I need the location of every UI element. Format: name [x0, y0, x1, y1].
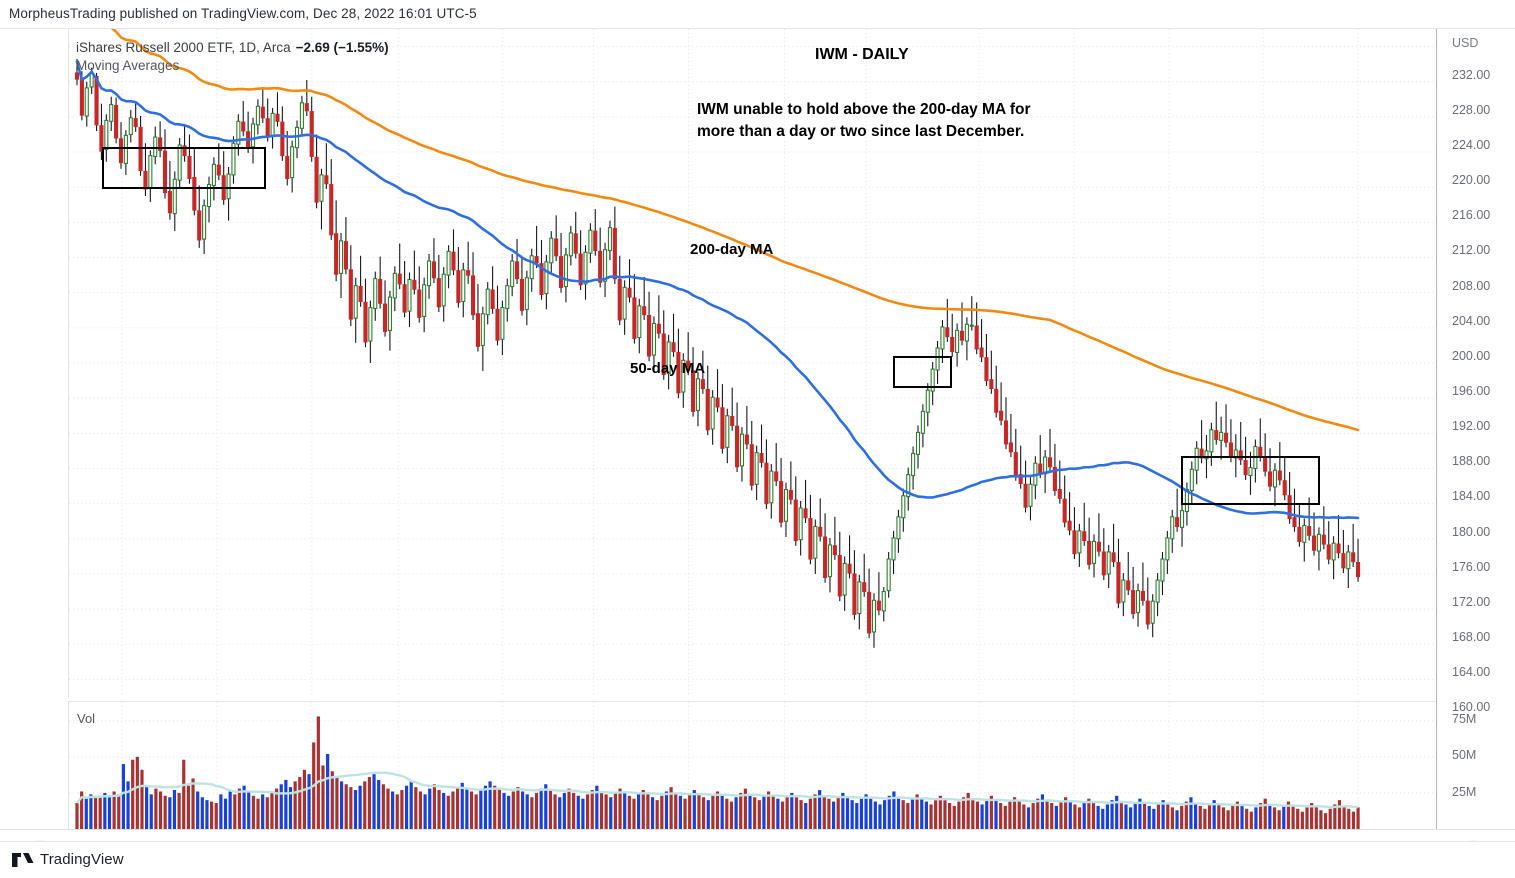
price-axis-tick: 172.00: [1452, 594, 1491, 609]
price-axis-tick: 204.00: [1452, 313, 1491, 328]
price-axis-tick: 212.00: [1452, 243, 1491, 258]
chart-frame: iShares Russell 2000 ETF, 1D, Arca −2.69 …: [0, 29, 1515, 870]
volume-plot: [69, 702, 1436, 829]
tradingview-logo-icon: [12, 853, 34, 867]
ma50-label-annotation: 50-day MA: [630, 360, 706, 377]
volume-axis-tick: 25M: [1452, 784, 1477, 799]
price-axis-tick: 160.00: [1452, 700, 1491, 715]
price-axis-tick: 184.00: [1452, 489, 1491, 504]
highlight-box-annotation: [102, 147, 266, 189]
price-axis-tick: 164.00: [1452, 665, 1491, 680]
publisher-text: MorpheusTrading published on TradingView…: [9, 6, 477, 21]
price-axis-tick: 216.00: [1452, 208, 1491, 223]
chart-note-line-1: IWM unable to hold above the 200-day MA …: [697, 101, 1031, 118]
price-axis-tick: 220.00: [1452, 173, 1491, 188]
highlight-box-annotation: [893, 356, 952, 388]
footer-bar: TradingView: [0, 841, 1515, 878]
volume-axis-tick: 50M: [1452, 748, 1477, 763]
chart-note-annotation: IWM unable to hold above the 200-day MA …: [697, 99, 1031, 143]
price-axis-tick: 168.00: [1452, 630, 1491, 645]
volume-pane[interactable]: Vol: [68, 701, 1436, 829]
price-axis-tick: 180.00: [1452, 524, 1491, 539]
price-axis-currency: USD: [1452, 36, 1479, 50]
price-axis-tick: 224.00: [1452, 137, 1491, 152]
chart-note-line-2: more than a day or two since last Decemb…: [697, 123, 1025, 140]
price-axis-tick: 232.00: [1452, 67, 1491, 82]
price-axis-tick: 200.00: [1452, 348, 1491, 363]
highlight-box-annotation: [1181, 456, 1320, 505]
price-pane[interactable]: [68, 29, 1436, 697]
tradingview-brand-text: TradingView: [40, 851, 124, 868]
price-axis-tick: 192.00: [1452, 419, 1491, 434]
chart-title-annotation: IWM - DAILY: [815, 46, 909, 63]
ma200-label-annotation: 200-day MA: [690, 241, 774, 258]
price-axis-tick: 228.00: [1452, 102, 1491, 117]
volume-axis-tick: 75M: [1452, 711, 1477, 726]
publisher-bar: MorpheusTrading published on TradingView…: [0, 0, 1515, 29]
price-axis-tick: 188.00: [1452, 454, 1491, 469]
price-axis-tick: 208.00: [1452, 278, 1491, 293]
price-axis-tick: 176.00: [1452, 559, 1491, 574]
price-plot: [69, 29, 1436, 697]
price-axis[interactable]: USD 232.00 228.00 224.00 220.00 216.00 212.00…: [1436, 29, 1515, 829]
price-axis-tick: 196.00: [1452, 384, 1491, 398]
